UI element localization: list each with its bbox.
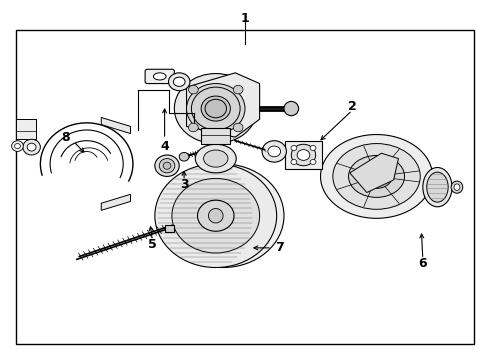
Ellipse shape xyxy=(291,144,316,166)
Text: 5: 5 xyxy=(148,238,157,251)
Text: 8: 8 xyxy=(61,131,70,144)
Polygon shape xyxy=(101,117,130,134)
Ellipse shape xyxy=(284,102,298,116)
Bar xyxy=(16,119,36,139)
Ellipse shape xyxy=(205,99,226,118)
Ellipse shape xyxy=(361,165,392,188)
Ellipse shape xyxy=(297,150,310,160)
Ellipse shape xyxy=(208,208,223,223)
Bar xyxy=(16,30,474,344)
Ellipse shape xyxy=(159,158,175,173)
Ellipse shape xyxy=(233,123,243,132)
Text: 1: 1 xyxy=(241,12,249,25)
Bar xyxy=(165,225,174,232)
Ellipse shape xyxy=(454,184,460,190)
Ellipse shape xyxy=(291,145,297,150)
Text: 7: 7 xyxy=(275,241,284,255)
Ellipse shape xyxy=(12,141,24,152)
Ellipse shape xyxy=(169,73,190,91)
Ellipse shape xyxy=(348,156,405,197)
Ellipse shape xyxy=(153,73,166,80)
Ellipse shape xyxy=(320,135,433,218)
Text: 3: 3 xyxy=(180,178,189,191)
Ellipse shape xyxy=(203,150,228,167)
Ellipse shape xyxy=(155,164,277,267)
Text: 6: 6 xyxy=(418,257,427,270)
Ellipse shape xyxy=(291,159,297,165)
Polygon shape xyxy=(201,128,230,144)
Ellipse shape xyxy=(162,164,284,267)
Ellipse shape xyxy=(268,146,281,157)
Polygon shape xyxy=(350,153,398,193)
Ellipse shape xyxy=(192,87,240,130)
Ellipse shape xyxy=(187,84,245,134)
Ellipse shape xyxy=(27,143,36,151)
Ellipse shape xyxy=(172,179,260,253)
Ellipse shape xyxy=(15,144,21,149)
Ellipse shape xyxy=(310,145,316,150)
Ellipse shape xyxy=(233,85,243,94)
Ellipse shape xyxy=(423,167,452,207)
Ellipse shape xyxy=(173,77,185,86)
Ellipse shape xyxy=(23,139,40,155)
Ellipse shape xyxy=(189,123,198,132)
Ellipse shape xyxy=(197,200,234,231)
FancyBboxPatch shape xyxy=(145,69,174,84)
Ellipse shape xyxy=(155,155,179,176)
Text: 4: 4 xyxy=(160,140,169,153)
Polygon shape xyxy=(285,141,322,168)
Ellipse shape xyxy=(451,181,463,193)
Polygon shape xyxy=(187,73,260,137)
Ellipse shape xyxy=(179,153,189,161)
Ellipse shape xyxy=(262,141,287,162)
Polygon shape xyxy=(101,194,130,210)
Ellipse shape xyxy=(174,73,257,144)
Ellipse shape xyxy=(189,85,198,94)
Ellipse shape xyxy=(333,144,420,209)
Ellipse shape xyxy=(201,96,230,121)
Ellipse shape xyxy=(427,172,448,202)
Ellipse shape xyxy=(310,159,316,165)
Text: 2: 2 xyxy=(348,100,357,113)
Ellipse shape xyxy=(196,144,236,173)
Ellipse shape xyxy=(163,162,171,169)
